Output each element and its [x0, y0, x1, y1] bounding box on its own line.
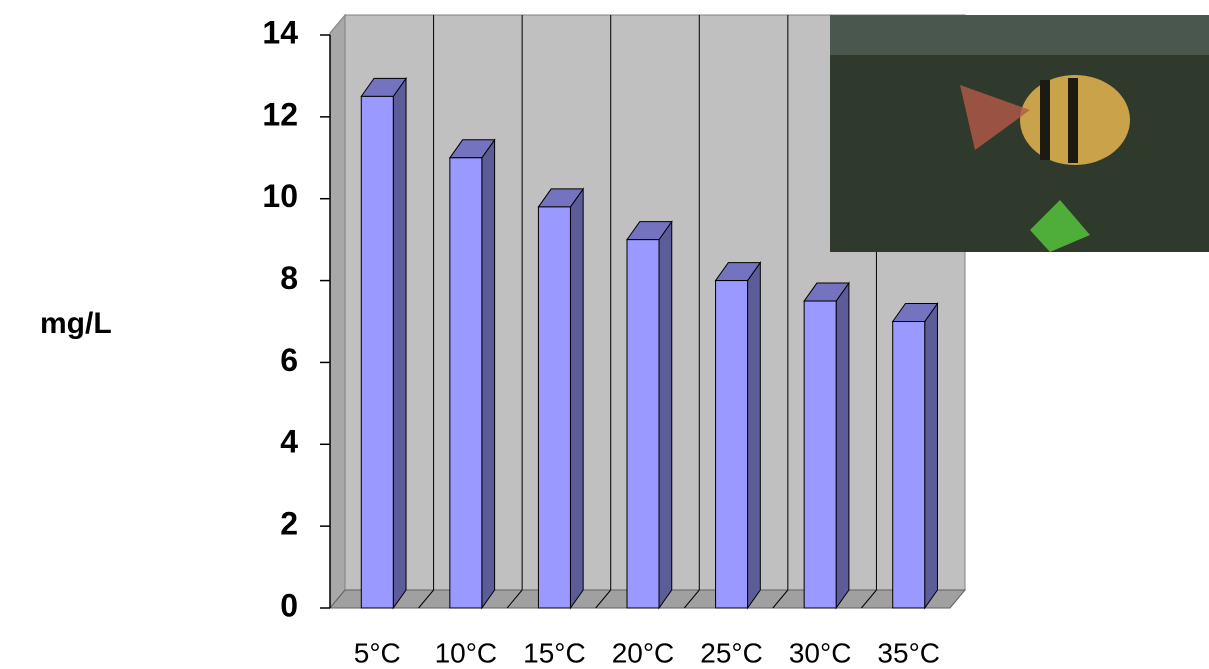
chart: mg/L 0 2 4 6 8 10 12 14 5°C 10°C 15°C 20°C 25°C 30°C 3… [0, 0, 1209, 669]
bar-side [659, 222, 672, 608]
x-tick-label: 5°C [354, 637, 401, 668]
bar-side [482, 140, 495, 608]
x-tick-label: 25°C [700, 637, 763, 668]
bar [450, 140, 495, 608]
fish-stripe [1040, 80, 1050, 160]
y-axis-label: mg/L [40, 307, 112, 340]
bar [627, 222, 672, 608]
photo [830, 15, 1209, 252]
y-tick-label: 0 [280, 587, 298, 623]
y-tick-label: 14 [262, 14, 298, 50]
bar-side [925, 304, 938, 609]
y-tick-label: 2 [280, 506, 298, 542]
bar-front [627, 240, 659, 608]
fish-stripe [1068, 78, 1078, 163]
bar [716, 263, 761, 608]
x-tick-label: 35°C [877, 637, 940, 668]
bar-front [804, 301, 836, 608]
x-tick-label: 15°C [523, 637, 586, 668]
y-tick-label: 6 [280, 342, 298, 378]
side-wall [330, 15, 345, 608]
bar-side [570, 189, 583, 608]
y-tick-label: 4 [280, 424, 298, 460]
x-tick-label: 30°C [789, 637, 852, 668]
bar-front [450, 158, 482, 608]
bar [804, 283, 849, 608]
bar-front [538, 207, 570, 608]
bar [893, 304, 938, 609]
bar [361, 78, 406, 608]
photo-water [830, 15, 1209, 55]
bar-side [836, 283, 849, 608]
x-tick-label: 20°C [612, 637, 675, 668]
x-tick-label: 10°C [435, 637, 498, 668]
bar-front [361, 96, 393, 608]
y-tick-label: 10 [262, 178, 298, 214]
bar-side [748, 263, 761, 608]
bar-front [716, 281, 748, 608]
y-tick-label: 8 [280, 260, 298, 296]
y-tick-label: 12 [262, 96, 298, 132]
bar [538, 189, 583, 608]
bar-side [393, 78, 406, 608]
bar-front [893, 322, 925, 609]
